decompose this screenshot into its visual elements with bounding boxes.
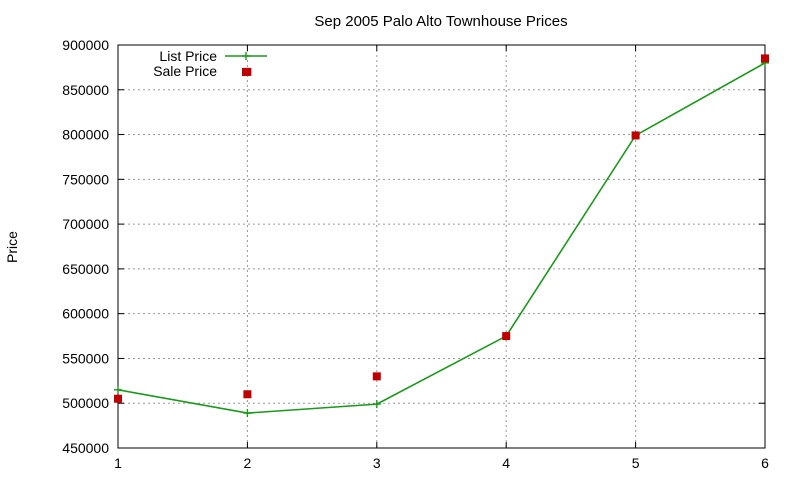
list-price-point <box>114 385 122 394</box>
sale-price-point <box>114 394 122 403</box>
y-tick-label: 900000 <box>62 37 109 53</box>
chart-title: Sep 2005 Palo Alto Townhouse Prices <box>314 13 567 30</box>
legend-sale-price-swatch <box>242 68 250 76</box>
sale-price-point <box>243 390 252 399</box>
y-tick-label: 700000 <box>62 216 109 232</box>
series-layer <box>114 54 769 418</box>
y-tick-label: 500000 <box>62 395 109 411</box>
y-tick-label: 850000 <box>62 82 109 98</box>
y-tick-label: 450000 <box>62 440 109 456</box>
legend-sale-price-label: Sale Price <box>153 63 217 79</box>
sale-price-point <box>502 332 511 341</box>
y-tick-label: 800000 <box>62 127 109 143</box>
sale-price-point <box>761 54 769 63</box>
sale-price-point <box>372 372 381 381</box>
grid-lines <box>118 45 765 448</box>
list-price-line <box>117 62 766 414</box>
x-tick-label: 3 <box>373 455 381 471</box>
legend-list-price-label: List Price <box>159 48 217 64</box>
x-tick-label: 1 <box>114 455 122 471</box>
x-tick-label: 2 <box>244 455 252 471</box>
x-tick-label: 5 <box>632 455 640 471</box>
y-tick-label: 550000 <box>62 350 109 366</box>
y-tick-label: 600000 <box>62 306 109 322</box>
x-tick-label: 6 <box>761 455 769 471</box>
list-price-point <box>372 400 381 409</box>
y-axis-label: Price <box>4 231 20 263</box>
y-tick-label: 750000 <box>62 171 109 187</box>
x-tick-label: 4 <box>502 455 510 471</box>
sale-price-point <box>631 131 640 140</box>
y-tick-label: 650000 <box>62 261 109 277</box>
axis-ticks: 1 2 3 4 5 6 450000 500000 550000 600000 650000 7000… <box>62 37 769 471</box>
list-price-point <box>243 409 252 418</box>
plot-frame <box>117 44 766 449</box>
